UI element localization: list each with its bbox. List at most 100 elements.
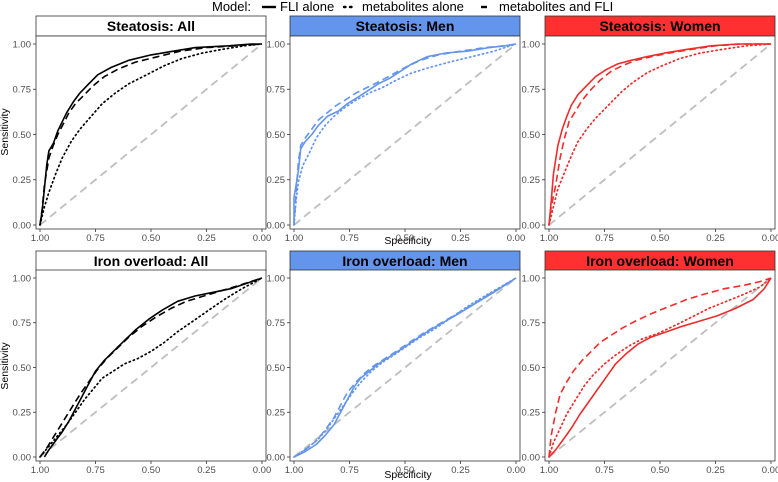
- diagonal-reference: [39, 43, 263, 226]
- diagonal-reference: [39, 277, 263, 458]
- x-tick-label: 1.00: [540, 465, 559, 476]
- y-tick-label: 0.25: [522, 175, 541, 186]
- x-tick-label: 0.75: [340, 233, 359, 244]
- x-tick-label: 0.25: [197, 465, 216, 476]
- x-tick-label: 0.00: [253, 233, 272, 244]
- roc-line-dashed: [548, 277, 772, 458]
- x-tick-label: 1.00: [540, 233, 559, 244]
- x-tick-label: 0.75: [595, 465, 614, 476]
- x-tick-label: 0.50: [396, 465, 415, 476]
- x-tick-label: 0.00: [507, 233, 526, 244]
- diagonal-reference: [548, 43, 772, 226]
- y-tick-label: 0.50: [267, 363, 286, 374]
- x-axis-label-bottom: Specificity: [384, 469, 432, 481]
- roc-line-dashed: [39, 43, 263, 226]
- panel-title: Steatosis: Women: [599, 18, 720, 34]
- y-tick-label: 0.25: [522, 408, 541, 419]
- y-tick-label: 0.50: [267, 130, 286, 141]
- roc-line-dashed: [548, 43, 771, 226]
- x-tick-label: 0.00: [507, 465, 526, 476]
- y-tick-label: 0.75: [522, 85, 541, 96]
- y-tick-label: 0.75: [522, 318, 541, 329]
- y-tick-label: 0.00: [522, 220, 541, 231]
- y-tick-label: 0.25: [267, 175, 286, 186]
- y-tick-label: 0.75: [13, 85, 32, 96]
- x-tick-label: 1.00: [285, 233, 304, 244]
- roc-line-dotted: [548, 43, 772, 226]
- roc-line-dashed: [39, 277, 263, 458]
- roc-line-solid: [548, 43, 771, 226]
- y-tick-label: 0.00: [267, 452, 286, 463]
- roc-line-solid: [293, 277, 517, 458]
- x-tick-label: 0.50: [142, 465, 161, 476]
- y-axis-label-bottom: Sensitivity: [0, 342, 11, 390]
- y-tick-label: 0.75: [267, 85, 286, 96]
- roc-line-dotted: [293, 277, 517, 458]
- roc-line-dashed: [293, 277, 517, 458]
- y-tick-label: 0.25: [267, 408, 286, 419]
- y-tick-label: 0.50: [13, 363, 32, 374]
- roc-line-solid: [548, 277, 772, 458]
- x-tick-label: 0.75: [595, 233, 614, 244]
- legend: Model: FLI alone metabolites alone metab…: [212, 0, 613, 14]
- roc-line-dotted: [39, 277, 263, 458]
- panel-1: Steatosis: Men 1.00 0.75 0.50 0.25 0.00 0.00 0.…: [267, 15, 526, 244]
- x-tick-label: 0.50: [651, 233, 670, 244]
- x-tick-label: 0.25: [197, 233, 216, 244]
- roc-line-dotted: [293, 43, 517, 226]
- legend-title: Model:: [212, 0, 251, 14]
- panel-title: Iron overload: Men: [342, 253, 467, 269]
- x-tick-label: 0.25: [451, 233, 470, 244]
- y-tick-label: 1.00: [13, 273, 32, 284]
- y-axis-label-top: Sensitivity: [0, 108, 11, 156]
- roc-line-dashed: [293, 43, 517, 226]
- diagonal-reference: [548, 277, 772, 458]
- panel-title: Iron overload: Women: [586, 253, 734, 269]
- roc-line-solid: [43, 277, 263, 458]
- panels-container: Steatosis: All 1.00 0.75 0.50 0.25 0.00 0.00 0.…: [13, 15, 778, 476]
- x-tick-label: 1.00: [285, 465, 304, 476]
- diagonal-reference: [293, 43, 517, 226]
- panel-5: Iron overload: Women 1.00 0.75 0.50 0.25 0.00…: [522, 250, 778, 476]
- y-tick-label: 1.00: [522, 39, 541, 50]
- legend-label-fli: FLI alone: [280, 0, 334, 14]
- panel-title: Steatosis: All: [107, 18, 195, 34]
- panel-0: Steatosis: All 1.00 0.75 0.50 0.25 0.00 0.00 0.…: [13, 15, 272, 244]
- y-tick-label: 0.75: [13, 318, 32, 329]
- y-tick-label: 0.25: [13, 408, 32, 419]
- y-tick-label: 1.00: [267, 273, 286, 284]
- x-tick-label: 0.75: [86, 233, 105, 244]
- diagonal-reference: [293, 277, 517, 458]
- roc-line-dotted: [548, 277, 772, 458]
- y-tick-label: 0.00: [522, 452, 541, 463]
- panel-title: Iron overload: All: [94, 253, 209, 269]
- x-tick-label: 0.00: [253, 465, 272, 476]
- x-tick-label: 1.00: [31, 233, 50, 244]
- panel-4: Iron overload: Men 1.00 0.75 0.50 0.25 0.00 0.…: [267, 250, 526, 476]
- x-tick-label: 0.75: [340, 465, 359, 476]
- x-tick-label: 0.50: [396, 233, 415, 244]
- y-tick-label: 0.25: [13, 175, 32, 186]
- y-tick-label: 0.00: [267, 220, 286, 231]
- x-axis-label-top: Specificity: [384, 235, 432, 247]
- x-tick-label: 0.50: [142, 233, 161, 244]
- y-tick-label: 0.50: [522, 130, 541, 141]
- panel-title: Steatosis: Men: [356, 18, 455, 34]
- x-tick-label: 1.00: [31, 465, 50, 476]
- x-tick-label: 0.25: [706, 465, 725, 476]
- x-tick-label: 0.75: [86, 465, 105, 476]
- y-tick-label: 0.75: [267, 318, 286, 329]
- panel-2: Steatosis: Women 1.00 0.75 0.50 0.25 0.00 0.00…: [522, 15, 778, 244]
- y-tick-label: 1.00: [267, 39, 286, 50]
- panel-3: Iron overload: All 1.00 0.75 0.50 0.25 0.00 0.…: [13, 250, 272, 476]
- y-tick-label: 0.50: [522, 363, 541, 374]
- legend-label-combined: metabolites and FLI: [499, 0, 613, 14]
- x-tick-label: 0.25: [451, 465, 470, 476]
- y-tick-label: 1.00: [522, 273, 541, 284]
- y-tick-label: 0.00: [13, 220, 32, 231]
- y-tick-label: 0.00: [13, 452, 32, 463]
- x-tick-label: 0.50: [651, 465, 670, 476]
- roc-line-dotted: [39, 43, 263, 226]
- x-tick-label: 0.00: [762, 233, 778, 244]
